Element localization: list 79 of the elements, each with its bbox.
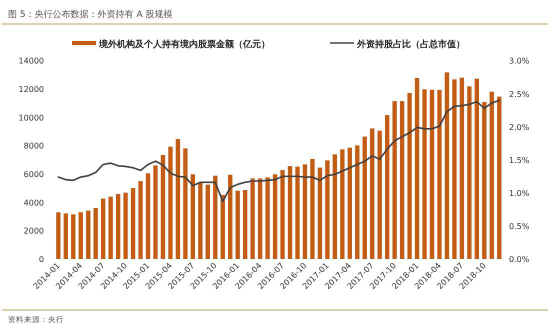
y2-tick-label: 0.0% bbox=[509, 255, 530, 264]
bar bbox=[497, 96, 502, 259]
bar bbox=[228, 174, 232, 259]
bar bbox=[384, 115, 390, 259]
bar bbox=[71, 214, 76, 259]
bar bbox=[378, 130, 382, 259]
bar bbox=[430, 90, 434, 259]
bar bbox=[213, 176, 218, 259]
bar bbox=[265, 177, 270, 259]
bar bbox=[130, 188, 136, 259]
y-tick-label: 6000 bbox=[24, 170, 44, 180]
y-tick-label: 10000 bbox=[18, 113, 44, 122]
bar bbox=[86, 210, 90, 259]
bar bbox=[153, 165, 158, 259]
bar bbox=[78, 212, 83, 259]
bar bbox=[146, 173, 150, 259]
bar bbox=[295, 166, 300, 259]
y-tick-label: 0 bbox=[38, 255, 44, 264]
y-tick-label: 12000 bbox=[18, 85, 44, 94]
bar bbox=[310, 159, 315, 259]
line-series bbox=[58, 100, 500, 202]
bar bbox=[392, 101, 397, 259]
bar bbox=[160, 155, 166, 259]
y2-tick-label: 1.0% bbox=[509, 188, 530, 198]
legend-label: 境外机构及个人持有境内股票金额（亿元） bbox=[98, 39, 270, 50]
bar bbox=[355, 145, 360, 259]
y-tick-label: 4000 bbox=[24, 198, 44, 208]
bar bbox=[407, 92, 412, 259]
bar bbox=[108, 196, 113, 259]
bar bbox=[168, 146, 173, 259]
chart-title: 图 5：央行公布数据：外资持有 A 股规模 bbox=[8, 9, 172, 20]
bar bbox=[370, 128, 374, 259]
bar bbox=[220, 194, 225, 259]
bar bbox=[444, 72, 450, 259]
bar bbox=[101, 198, 106, 259]
bar bbox=[348, 148, 352, 259]
bar bbox=[56, 212, 61, 259]
bar bbox=[302, 164, 308, 259]
bar bbox=[474, 78, 480, 259]
y-tick-label: 8000 bbox=[24, 142, 44, 151]
bar bbox=[183, 148, 188, 259]
bar bbox=[332, 154, 338, 259]
bar bbox=[94, 208, 98, 259]
bar bbox=[437, 90, 442, 259]
bar bbox=[362, 136, 367, 259]
bar bbox=[460, 78, 464, 259]
bar bbox=[138, 181, 143, 259]
bar bbox=[280, 170, 285, 259]
bar bbox=[490, 92, 494, 259]
y2-tick-label: 2.5% bbox=[509, 90, 530, 99]
bar bbox=[340, 149, 344, 259]
bar bbox=[236, 190, 240, 259]
bar bbox=[243, 190, 248, 259]
bar bbox=[422, 89, 427, 259]
y-tick-label: 14000 bbox=[18, 56, 44, 66]
bar bbox=[116, 194, 120, 259]
bar bbox=[198, 182, 202, 259]
bar bbox=[467, 86, 472, 259]
bar bbox=[414, 78, 420, 259]
y2-tick-label: 2.0% bbox=[509, 122, 530, 132]
bar bbox=[250, 178, 255, 259]
bar bbox=[288, 166, 292, 259]
bar bbox=[123, 192, 128, 259]
bar bbox=[318, 168, 322, 259]
bar bbox=[258, 178, 262, 259]
y2-tick-label: 3.0% bbox=[509, 56, 530, 66]
bar bbox=[400, 101, 404, 259]
bar bbox=[176, 139, 180, 259]
bar bbox=[482, 102, 486, 259]
y-tick-label: 2000 bbox=[24, 226, 44, 236]
legend-label: 外资持股占比（占总市值） bbox=[356, 39, 465, 50]
bar bbox=[452, 79, 457, 259]
bar bbox=[206, 184, 210, 259]
bar bbox=[64, 213, 68, 259]
y2-tick-label: 0.5% bbox=[509, 222, 530, 231]
bar bbox=[325, 160, 330, 259]
y2-tick-label: 1.5% bbox=[509, 156, 530, 165]
bar bbox=[272, 174, 278, 259]
bar bbox=[190, 174, 196, 259]
